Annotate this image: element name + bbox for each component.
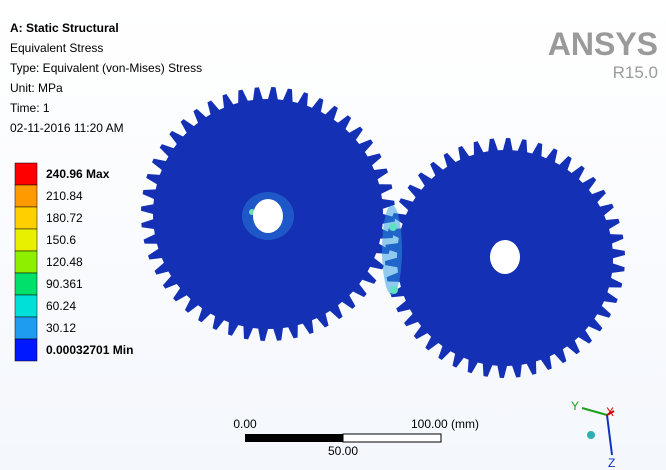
legend-label: 210.84: [46, 189, 83, 203]
header-line: 02-11-2016 11:20 AM: [10, 121, 124, 135]
legend-swatch: [15, 317, 37, 339]
legend-swatch: [15, 273, 37, 295]
legend-label: 150.6: [46, 233, 76, 247]
stress-hotspot: [390, 286, 398, 294]
header-line: Type: Equivalent (von-Mises) Stress: [10, 61, 202, 75]
scale-bar-dark: [245, 434, 343, 442]
stress-hotspot: [382, 205, 402, 295]
legend-label: 90.361: [46, 277, 83, 291]
legend-swatch: [15, 163, 37, 185]
legend-swatch: [15, 229, 37, 251]
triad-z-label: Z: [608, 456, 615, 470]
scale-end: 100.00 (mm): [411, 417, 479, 431]
legend-swatch: [15, 295, 37, 317]
header-line: Unit: MPa: [10, 81, 63, 95]
scale-bar-light: [343, 434, 441, 442]
scale-middle: 50.00: [328, 444, 358, 458]
scale-start: 0.00: [233, 417, 257, 431]
header-line: Time: 1: [10, 101, 50, 115]
legend-swatch: [15, 185, 37, 207]
triad-x-label: X: [606, 405, 614, 419]
legend-label: 240.96 Max: [46, 167, 110, 181]
legend-swatch: [15, 207, 37, 229]
legend-label: 30.12: [46, 321, 76, 335]
triad-sphere: [587, 431, 595, 439]
legend-label: 180.72: [46, 211, 83, 225]
hole-left: [253, 199, 283, 233]
header-title: A: Static Structural: [10, 21, 119, 35]
legend-label: 60.24: [46, 299, 76, 313]
legend-label: 120.48: [46, 255, 83, 269]
legend-swatch: [15, 339, 37, 361]
viewport: 240.96 Max 210.84 180.72 150.6 120.48 90.361 6…: [0, 0, 666, 470]
header-line: Equivalent Stress: [10, 41, 103, 55]
stress-hotspot: [389, 223, 397, 231]
logo-version: R15.0: [613, 63, 658, 82]
legend-swatch: [15, 251, 37, 273]
legend-label: 0.00032701 Min: [46, 343, 133, 357]
logo-brand: ANSYS: [548, 26, 658, 62]
hole-right: [490, 240, 520, 274]
triad-y-label: Y: [571, 399, 579, 413]
